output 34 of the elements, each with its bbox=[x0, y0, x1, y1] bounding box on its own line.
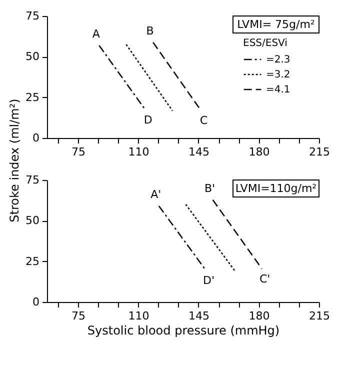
x-tick-label: 75 bbox=[71, 310, 86, 322]
x-tick-label: 145 bbox=[188, 146, 210, 158]
legend-label: =2.3 bbox=[266, 54, 290, 66]
x-tick-label: 215 bbox=[309, 146, 330, 158]
y-tick-label: 75 bbox=[26, 174, 40, 186]
annotation: B bbox=[146, 24, 154, 38]
x-tick-label: 180 bbox=[248, 146, 270, 158]
y-tick-label: 25 bbox=[26, 254, 40, 268]
y-tick-label: 0 bbox=[32, 296, 40, 308]
x-tick-label: 145 bbox=[188, 310, 210, 322]
y-axis-title: Stroke index (ml/m²) bbox=[8, 98, 22, 222]
annotation: LVMI= 75g/m² bbox=[237, 18, 315, 31]
y-tick-label: 0 bbox=[32, 132, 40, 144]
x-tick-label: 75 bbox=[71, 146, 86, 158]
x-tick-label: 180 bbox=[248, 310, 270, 322]
annotation: C bbox=[200, 114, 208, 128]
legend-title: ESS/ESVi bbox=[243, 38, 288, 49]
annotation: C' bbox=[259, 272, 270, 286]
y-tick-label: 75 bbox=[26, 10, 40, 22]
annotation: D bbox=[144, 114, 152, 127]
annotation: A bbox=[92, 27, 100, 40]
x-tick-label: 110 bbox=[128, 146, 150, 158]
legend-label: =4.1 bbox=[266, 84, 290, 96]
x-tick-label: 215 bbox=[309, 310, 330, 322]
annotation: LVMI=110g/m² bbox=[235, 182, 317, 195]
annotation: D' bbox=[202, 274, 214, 288]
legend-label: =3.2 bbox=[266, 70, 290, 80]
y-tick-label: 25 bbox=[26, 90, 40, 104]
y-tick-label: 50 bbox=[26, 214, 40, 228]
y-tick-label: 50 bbox=[26, 50, 40, 64]
annotation: A' bbox=[150, 188, 162, 202]
annotation: B' bbox=[204, 182, 216, 195]
x-axis-title: Systolic blood pressure (mmHg) bbox=[87, 324, 280, 338]
x-tick-label: 110 bbox=[128, 310, 150, 322]
